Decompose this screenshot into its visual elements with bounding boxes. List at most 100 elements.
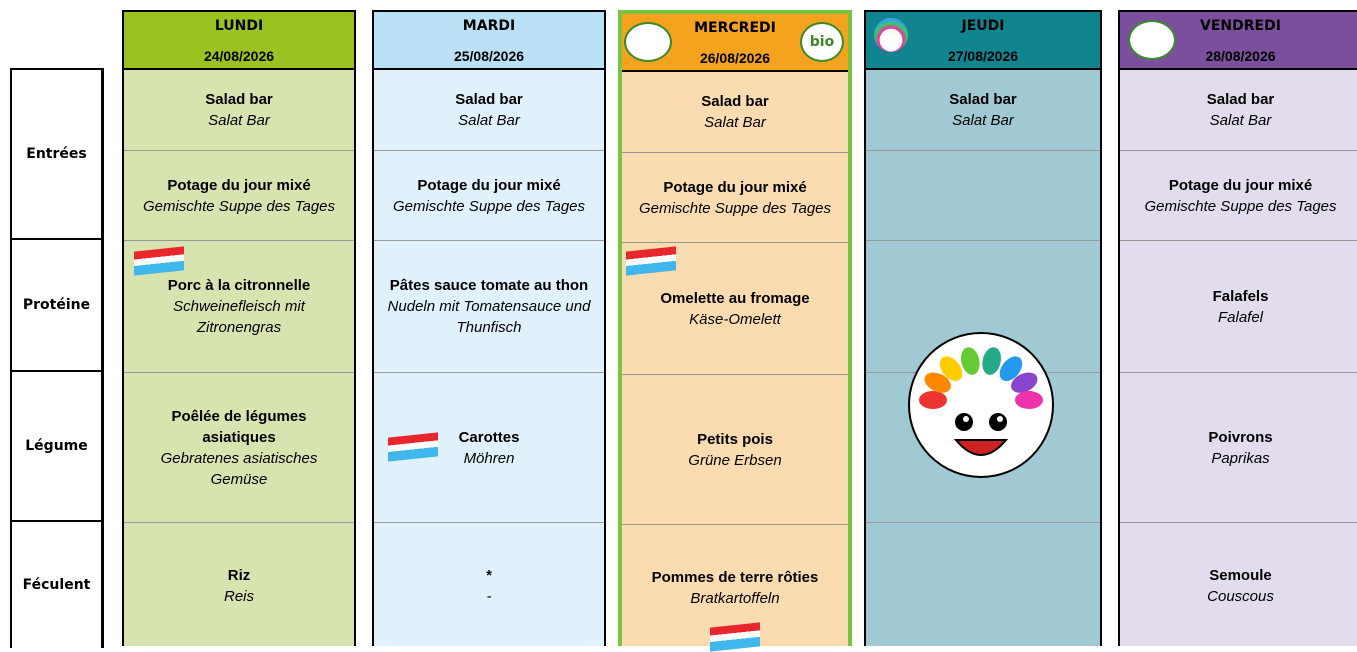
dish-translation: Schweinefleisch mit Zitronengras [173, 298, 305, 336]
menu-cell: Riz Reis [124, 522, 354, 648]
menu-cell: Semoule Couscous [1120, 522, 1357, 648]
day-header: MERCREDI 26/08/2026 bio [622, 14, 848, 72]
day-name: LUNDI [214, 18, 264, 34]
menu-cell: Pommes de terre rôties Bratkartoffeln [622, 524, 848, 652]
day-header: VENDREDI 28/08/2026 [1120, 12, 1357, 70]
dish-name: Salad bar [701, 93, 769, 110]
menu-cell: Potage du jour mixé Gemischte Suppe des T… [1120, 150, 1357, 240]
day-date: 28/08/2026 [1205, 48, 1276, 64]
dish-translation: Möhren [463, 449, 515, 467]
menu-cell: Potage du jour mixé Gemischte Suppe des T… [622, 152, 848, 242]
logo [624, 22, 672, 62]
menu-cell: Salad bar Salat Bar [1120, 70, 1357, 150]
day-column: VENDREDI 28/08/2026 Salad bar Salat Bar Pota… [1118, 10, 1357, 646]
dish-translation: Salat Bar [208, 112, 270, 129]
dish-name: Potage du jour mixé [663, 178, 807, 196]
dish-name: Potage du jour mixé [417, 176, 561, 194]
dish-translation: Reis [223, 587, 254, 605]
bio-logo: bio [800, 22, 844, 62]
dish-translation: Falafel [1217, 308, 1264, 326]
day-name: VENDREDI [1200, 18, 1281, 34]
dish-name: Porc à la citronnelle [167, 277, 311, 294]
dish-translation: Gebratenes asiatisches Gemüse [160, 449, 318, 488]
menu-cell: Salad bar Salat Bar [622, 72, 848, 152]
luxembourg-flag [710, 622, 760, 652]
dish-name: Salad bar [1206, 91, 1275, 108]
dish-translation: Salat Bar [1209, 112, 1272, 129]
row-label: Entrées [10, 68, 104, 240]
menu-cell [866, 150, 1100, 240]
row-label: Protéine [10, 238, 104, 372]
dish-translation: - [486, 587, 492, 605]
day-date: 26/08/2026 [699, 50, 771, 66]
day-column: LUNDI 24/08/2026 Salad bar Salat Bar Potage … [122, 10, 356, 646]
row-label: Légume [10, 370, 104, 522]
menu-cell: Salad bar Salat Bar [374, 70, 604, 150]
dish-name: Potage du jour mixé [167, 176, 311, 194]
dish-translation: Couscous [1207, 587, 1274, 605]
menu-cell: Salad bar Salat Bar [124, 70, 354, 150]
dish-name: Semoule [1209, 566, 1272, 584]
dish-name: Pommes de terre rôties [651, 568, 819, 586]
logo [1128, 20, 1176, 60]
menu-cell: * - [374, 522, 604, 648]
dish-translation: Grüne Erbsen [688, 451, 782, 469]
dish-name: Salad bar [205, 91, 273, 108]
dish-name: Carottes [458, 428, 520, 446]
dish-translation: Salat Bar [458, 112, 520, 129]
menu-cell [866, 522, 1100, 648]
menu-cell: Potage du jour mixé Gemischte Suppe des T… [124, 150, 354, 240]
dish-name: Petits pois [697, 430, 773, 448]
day-name: JEUDI [961, 18, 1005, 34]
menu-cell: Poêlée de légumes asiatiques Gebratenes a… [124, 372, 354, 522]
menu-cell: Omelette au fromage Käse-Omelett [622, 242, 848, 374]
smiley-small [874, 18, 908, 52]
dish-name: Poivrons [1208, 428, 1273, 446]
day-column: MARDI 25/08/2026 Salad bar Salat Bar Potage … [372, 10, 606, 646]
row-label: Féculent [10, 520, 104, 648]
day-header: LUNDI 24/08/2026 [124, 12, 354, 70]
day-date: 27/08/2026 [947, 48, 1019, 64]
dish-translation: Nudeln mit Tomatensauce und Thunfisch [387, 298, 591, 336]
dish-name: Falafels [1212, 287, 1269, 305]
menu-cell: Potage du jour mixé Gemischte Suppe des T… [374, 150, 604, 240]
day-column: MERCREDI 26/08/2026 bio Salad bar Salat Bar P… [618, 10, 852, 652]
day-name: MARDI [462, 18, 516, 34]
dish-translation: Paprikas [1211, 449, 1270, 467]
luxembourg-flag [134, 246, 184, 276]
day-header: JEUDI 27/08/2026 [866, 12, 1100, 70]
dish-name: Salad bar [455, 91, 523, 108]
menu-cell [866, 240, 1100, 372]
day-date: 25/08/2026 [453, 48, 525, 64]
dish-translation: Bratkartoffeln [690, 589, 780, 607]
luxembourg-flag [626, 246, 676, 276]
menu-cell: Falafels Falafel [1120, 240, 1357, 372]
luxembourg-flag [388, 432, 438, 462]
dish-name: Salad bar [949, 91, 1017, 108]
dish-name: Poêlée de légumes asiatiques [171, 407, 307, 446]
menu-cell: Poivrons Paprikas [1120, 372, 1357, 522]
dish-name: * [486, 566, 492, 584]
day-name: MERCREDI [694, 20, 776, 36]
day-header: MARDI 25/08/2026 [374, 12, 604, 70]
dish-translation: Gemischte Suppe des Tages [638, 199, 832, 217]
dish-name: Omelette au fromage [660, 289, 810, 307]
menu-cell: Pâtes sauce tomate au thon Nudeln mit Tom… [374, 240, 604, 372]
dish-translation: Gemischte Suppe des Tages [392, 197, 586, 215]
dish-translation: Gemischte Suppe des Tages [142, 197, 336, 215]
dish-translation: Salat Bar [952, 112, 1014, 129]
dish-name: Potage du jour mixé [1168, 176, 1313, 194]
dish-translation: Gemischte Suppe des Tages [1144, 197, 1337, 215]
dish-translation: Salat Bar [704, 114, 766, 131]
menu-cell: Salad bar Salat Bar [866, 70, 1100, 150]
smiley-logo [908, 332, 1054, 478]
day-column: JEUDI 27/08/2026 Salad bar Salat Bar [864, 10, 1102, 646]
dish-name: Pâtes sauce tomate au thon [389, 277, 589, 294]
menu-cell: Petits pois Grüne Erbsen [622, 374, 848, 524]
day-date: 24/08/2026 [203, 48, 275, 64]
menu-cell: Carottes Möhren [374, 372, 604, 522]
dish-name: Riz [227, 566, 251, 584]
dish-translation: Käse-Omelett [689, 310, 781, 328]
menu-cell: Porc à la citronnelle Schweinefleisch mit… [124, 240, 354, 372]
